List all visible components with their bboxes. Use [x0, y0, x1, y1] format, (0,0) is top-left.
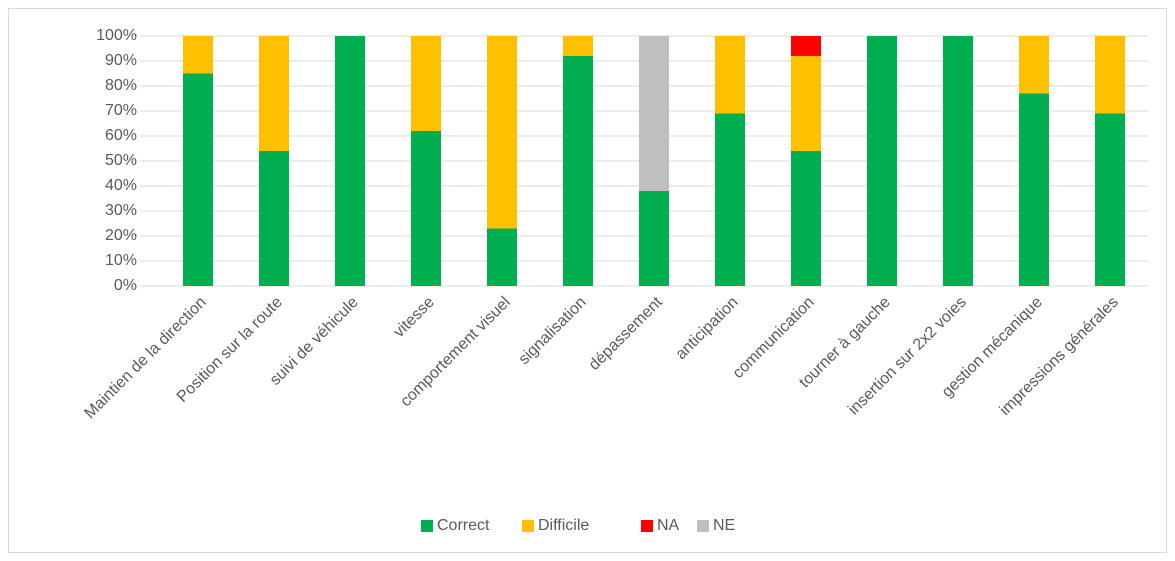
y-tick-label: 60%: [105, 127, 137, 144]
bar-segment: [563, 56, 593, 286]
legend-label: Difficile: [538, 517, 589, 534]
bar-segment: [411, 131, 441, 286]
legend-swatch: [697, 520, 709, 532]
bar-segment: [487, 228, 517, 286]
bar-segment: [639, 36, 669, 191]
bar-segment: [1019, 93, 1049, 286]
y-tick-label: 20%: [105, 227, 137, 244]
bar-segment: [563, 36, 593, 56]
bar-segment: [487, 36, 517, 229]
bar-segment: [1095, 36, 1125, 114]
y-tick-label: 100%: [96, 27, 137, 44]
bar-segment: [791, 56, 821, 151]
y-tick-label: 70%: [105, 102, 137, 119]
bar-segment: [791, 36, 821, 56]
legend-swatch: [421, 520, 433, 532]
bar-segment: [1095, 113, 1125, 286]
legend-label: NA: [657, 517, 680, 534]
legend-label: Correct: [437, 517, 490, 534]
bar-segment: [183, 36, 213, 74]
y-tick-label: 40%: [105, 177, 137, 194]
bar-segment: [1019, 36, 1049, 94]
y-tick-label: 10%: [105, 252, 137, 269]
bar-segment: [259, 36, 289, 151]
y-tick-label: 90%: [105, 52, 137, 69]
bar-segment: [335, 36, 365, 286]
legend-swatch: [641, 520, 653, 532]
bar-segment: [791, 151, 821, 286]
bar-segment: [411, 36, 441, 131]
bar-segment: [943, 36, 973, 286]
bar-segment: [867, 36, 897, 286]
y-tick-label: 30%: [105, 202, 137, 219]
legend-swatch: [522, 520, 534, 532]
y-tick-label: 0%: [114, 277, 137, 294]
bar-segment: [715, 36, 745, 114]
y-tick-label: 50%: [105, 152, 137, 169]
y-tick-label: 80%: [105, 77, 137, 94]
legend-label: NE: [713, 517, 735, 534]
bar-segment: [183, 73, 213, 286]
bar-segment: [259, 151, 289, 286]
bar-segment: [639, 191, 669, 286]
bar-segment: [715, 113, 745, 286]
